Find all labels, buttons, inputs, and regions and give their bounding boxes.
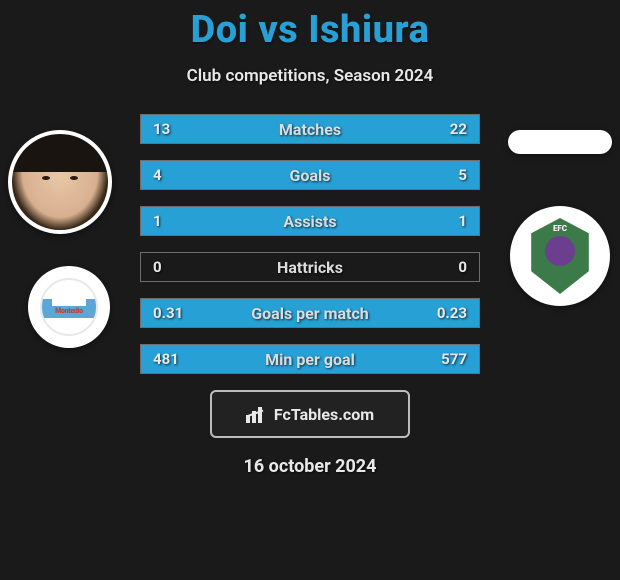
stat-label: Hattricks — [221, 258, 399, 277]
club-left-label: Montedio — [55, 307, 83, 315]
player-face-icon — [12, 134, 108, 230]
stat-row: 0 Hattricks 0 — [140, 252, 480, 282]
stat-value-left: 13 — [141, 120, 221, 138]
player-left-avatar — [8, 130, 112, 234]
ehime-logo-icon — [528, 218, 592, 294]
player-right-avatar — [508, 130, 612, 154]
stat-label: Matches — [221, 120, 399, 139]
stat-row: 13 Matches 22 — [140, 114, 480, 144]
brand-badge[interactable]: FcTables.com — [210, 390, 410, 438]
stat-value-left: 1 — [141, 212, 221, 230]
page-title: Doi vs Ishiura — [0, 0, 620, 52]
stat-row: 0.31 Goals per match 0.23 — [140, 298, 480, 328]
stat-value-left: 0.31 — [141, 304, 221, 322]
stat-value-right: 0.23 — [399, 304, 479, 322]
snapshot-date: 16 october 2024 — [0, 456, 620, 477]
stat-label: Assists — [221, 212, 399, 231]
stat-label: Goals — [221, 166, 399, 185]
stat-label: Goals per match — [221, 304, 399, 323]
stat-value-right: 0 — [399, 258, 479, 276]
montedio-logo-icon: Montedio — [40, 278, 98, 336]
stat-label: Min per goal — [221, 350, 399, 369]
stats-table: 13 Matches 22 4 Goals 5 1 Assists 1 0 Ha… — [140, 114, 480, 374]
stat-value-left: 0 — [141, 258, 221, 276]
comparison-panel: Montedio 13 Matches 22 4 Goals 5 1 Assis… — [0, 114, 620, 477]
stat-value-right: 577 — [399, 350, 479, 368]
chart-icon — [246, 405, 268, 423]
stat-value-right: 5 — [399, 166, 479, 184]
stat-value-right: 1 — [399, 212, 479, 230]
club-left-logo: Montedio — [28, 266, 110, 348]
subtitle: Club competitions, Season 2024 — [0, 66, 620, 86]
stat-value-left: 4 — [141, 166, 221, 184]
club-right-logo — [510, 206, 610, 306]
stat-row: 481 Min per goal 577 — [140, 344, 480, 374]
stat-row: 1 Assists 1 — [140, 206, 480, 236]
brand-label: FcTables.com — [274, 405, 374, 424]
stat-value-left: 481 — [141, 350, 221, 368]
stat-value-right: 22 — [399, 120, 479, 138]
stat-row: 4 Goals 5 — [140, 160, 480, 190]
